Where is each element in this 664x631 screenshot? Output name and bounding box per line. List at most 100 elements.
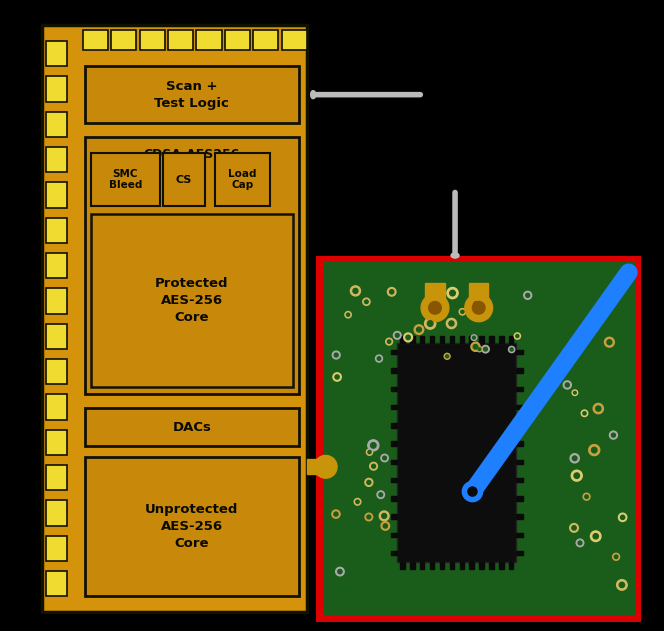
Circle shape [574, 473, 580, 478]
Circle shape [421, 294, 449, 322]
Bar [390, 496, 398, 500]
Circle shape [390, 290, 394, 294]
Circle shape [416, 327, 422, 332]
Text: CS: CS [176, 175, 192, 184]
Circle shape [613, 553, 620, 560]
Circle shape [334, 512, 338, 516]
Circle shape [593, 534, 598, 539]
Circle shape [386, 338, 392, 345]
FancyBboxPatch shape [224, 30, 250, 50]
Circle shape [565, 383, 569, 387]
Circle shape [314, 456, 337, 478]
Circle shape [509, 346, 515, 353]
Circle shape [473, 336, 475, 339]
Bar [489, 336, 493, 343]
FancyBboxPatch shape [46, 253, 67, 278]
Bar [516, 441, 523, 445]
Bar [390, 350, 398, 355]
Circle shape [578, 541, 582, 545]
Bar [307, 459, 325, 475]
FancyBboxPatch shape [84, 137, 299, 394]
Bar [410, 336, 414, 343]
Circle shape [367, 449, 373, 456]
Circle shape [576, 539, 584, 546]
FancyBboxPatch shape [46, 536, 67, 561]
Circle shape [574, 391, 576, 394]
Circle shape [365, 513, 373, 521]
Circle shape [406, 335, 410, 339]
Circle shape [428, 321, 433, 326]
Bar [390, 405, 398, 410]
Bar [390, 533, 398, 537]
Circle shape [444, 353, 450, 359]
FancyBboxPatch shape [46, 182, 67, 208]
FancyBboxPatch shape [316, 256, 641, 622]
Bar [390, 459, 398, 464]
Circle shape [372, 464, 376, 468]
FancyBboxPatch shape [46, 288, 67, 314]
Circle shape [365, 478, 373, 487]
Circle shape [473, 302, 479, 307]
Circle shape [379, 493, 382, 497]
Circle shape [572, 526, 576, 530]
Circle shape [381, 522, 390, 530]
Bar [425, 283, 445, 308]
Bar [516, 533, 523, 537]
Bar [390, 441, 398, 445]
Bar [390, 369, 398, 373]
Bar [479, 336, 484, 343]
Circle shape [345, 312, 351, 318]
Bar [390, 423, 398, 428]
FancyBboxPatch shape [91, 214, 293, 387]
Circle shape [572, 390, 578, 396]
Bar [516, 350, 523, 355]
Bar [509, 562, 513, 569]
Circle shape [472, 302, 485, 314]
Circle shape [414, 325, 424, 334]
Bar [440, 562, 444, 569]
FancyBboxPatch shape [46, 571, 67, 596]
Circle shape [368, 440, 379, 451]
Bar [469, 283, 489, 308]
Bar [459, 336, 464, 343]
Bar [390, 478, 398, 482]
FancyBboxPatch shape [91, 153, 159, 206]
Circle shape [446, 355, 449, 358]
Circle shape [583, 493, 590, 500]
FancyBboxPatch shape [46, 430, 67, 455]
Text: Protected
AES-256
Core: Protected AES-256 Core [155, 277, 228, 324]
Circle shape [516, 334, 519, 338]
Bar [516, 369, 523, 373]
Circle shape [424, 318, 436, 329]
FancyBboxPatch shape [139, 30, 165, 50]
Circle shape [610, 431, 618, 439]
Text: Scan +
Test Logic: Scan + Test Logic [155, 80, 229, 110]
Circle shape [583, 411, 586, 415]
Circle shape [570, 454, 579, 463]
Circle shape [368, 451, 371, 454]
Bar [440, 336, 444, 343]
Circle shape [356, 500, 359, 504]
Bar [400, 562, 404, 569]
FancyBboxPatch shape [84, 66, 299, 123]
FancyBboxPatch shape [46, 359, 67, 384]
Circle shape [379, 511, 389, 521]
Circle shape [568, 345, 576, 353]
FancyBboxPatch shape [42, 25, 307, 612]
Circle shape [383, 524, 388, 528]
Circle shape [334, 353, 338, 357]
Bar [509, 336, 513, 343]
Circle shape [335, 375, 339, 379]
Circle shape [570, 524, 578, 532]
Bar [516, 405, 523, 410]
Circle shape [395, 333, 399, 337]
Circle shape [620, 582, 625, 587]
Circle shape [376, 355, 382, 362]
Bar [420, 336, 424, 343]
FancyBboxPatch shape [253, 30, 278, 50]
Circle shape [581, 410, 588, 416]
Circle shape [478, 348, 481, 350]
Circle shape [367, 480, 371, 485]
Circle shape [570, 347, 574, 351]
Circle shape [332, 510, 340, 518]
